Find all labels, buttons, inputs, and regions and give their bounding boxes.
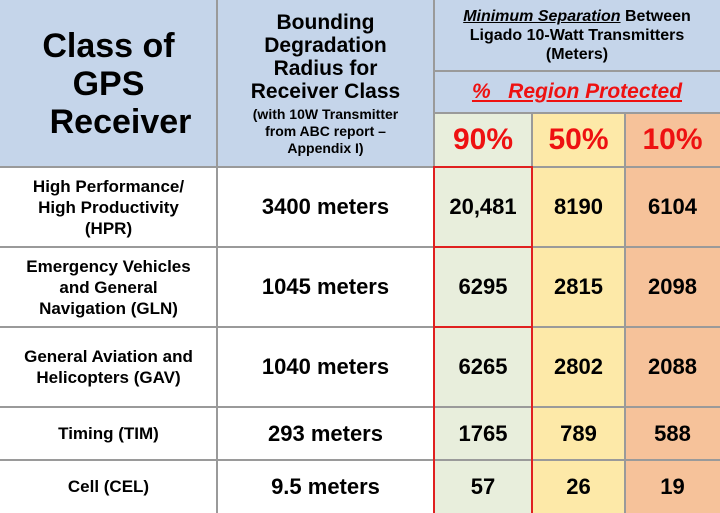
row-label-line: Cell (CEL) <box>67 477 150 496</box>
radius-note-line: from ABC report – <box>265 122 386 139</box>
separation-header: Minimum Separation Between Ligado 10-Wat… <box>434 0 720 71</box>
radius-header-line: Bounding <box>276 10 375 34</box>
row-label-cel: Cell (CEL) <box>0 460 217 513</box>
row-label-line: Navigation (GLN) <box>39 298 178 318</box>
value-10-gln: 2098 <box>625 247 720 327</box>
row-label-line: Helicopters (GAV) <box>36 368 181 387</box>
grid-line <box>0 406 720 408</box>
row-label-line: High Performance/ <box>32 176 185 196</box>
grid-line <box>624 113 626 513</box>
grid-line <box>0 459 720 461</box>
value-90-cel: 57 <box>434 460 532 513</box>
value-10-tim: 588 <box>625 407 720 460</box>
value-90-gav: 6265 <box>434 327 532 407</box>
highlight-90-border <box>433 167 435 513</box>
radius-cel: 9.5 meters <box>271 473 380 499</box>
row-label-line: and General <box>59 277 158 297</box>
class-header: Class of GPS Receiver <box>0 0 217 167</box>
value-10-cel: 19 <box>625 460 720 513</box>
value-90-hpr: 20,481 <box>434 167 532 247</box>
value-50-hpr: 8190 <box>532 167 625 247</box>
highlight-90-border <box>433 246 533 248</box>
value-50-cel: 26 <box>532 460 625 513</box>
radius-header-line: Radius for <box>273 56 378 80</box>
class-header-line: Receiver <box>49 102 192 141</box>
value-50-gav: 2802 <box>532 327 625 407</box>
value-90-gln: 6295 <box>434 247 532 327</box>
radius-header-line: Degradation <box>264 33 387 57</box>
radius-hpr: 3400 meters <box>261 194 390 219</box>
class-header-line: Class of <box>42 26 175 65</box>
region-protected-header: % Region Protected <box>434 71 720 113</box>
radius-note-line: (with 10W Transmitter <box>252 105 399 122</box>
radius-gav: 1040 meters <box>261 354 390 379</box>
row-label-gln: Emergency Vehicles and General Navigatio… <box>0 247 217 327</box>
grid-line <box>0 166 720 168</box>
row-label-line: General Aviation and <box>24 347 193 366</box>
percent-10-label: 10% <box>642 123 703 156</box>
grid-line <box>0 326 720 328</box>
row-label-line: Timing (TIM) <box>58 424 159 443</box>
radius-header-title: Bounding Degradation Radius for Receiver… <box>251 11 400 103</box>
radius-note-line: Appendix I) <box>287 139 364 156</box>
value-90-tim: 1765 <box>434 407 532 460</box>
separation-title-rest: Between <box>620 8 691 25</box>
row-label-line: High Productivity <box>38 197 179 217</box>
percent-90-header: 90% <box>434 113 532 167</box>
grid-line <box>216 0 218 513</box>
highlight-90-border <box>531 167 533 513</box>
class-header-line: GPS <box>72 64 145 103</box>
radius-header: Bounding Degradation Radius for Receiver… <box>217 0 434 167</box>
separation-title-line: Ligado 10-Watt Transmitters <box>469 27 685 44</box>
radius-gln: 1045 meters <box>261 274 390 299</box>
row-label-hpr: High Performance/ High Productivity (HPR… <box>0 167 217 247</box>
separation-title-line: Minimum Separation Between <box>463 7 691 26</box>
percent-50-header: 50% <box>532 113 625 167</box>
grid-line <box>0 246 720 248</box>
grid-line <box>434 70 720 72</box>
row-label-line: (HPR) <box>84 218 133 238</box>
row-label-tim: Timing (TIM) <box>0 407 217 460</box>
radius-header-note: (with 10W Transmitter from ABC report – … <box>253 106 398 157</box>
separation-title-italic: Minimum Separation <box>463 8 621 25</box>
highlight-90-border <box>433 326 533 328</box>
region-protected-label: % Region Protected <box>471 80 683 103</box>
percent-10-header: 10% <box>625 113 720 167</box>
radius-header-line: Receiver Class <box>250 79 401 103</box>
value-10-hpr: 6104 <box>625 167 720 247</box>
value-50-tim: 789 <box>532 407 625 460</box>
value-50-gln: 2815 <box>532 247 625 327</box>
grid-line <box>434 112 720 114</box>
radius-tim: 293 meters <box>268 420 383 446</box>
separation-title-line: (Meters) <box>545 46 609 63</box>
row-label-gav: General Aviation and Helicopters (GAV) <box>0 327 217 407</box>
row-label-line: Emergency Vehicles <box>26 256 191 276</box>
percent-90-label: 90% <box>452 123 514 156</box>
highlight-90-border <box>433 166 533 168</box>
value-10-gav: 2088 <box>625 327 720 407</box>
percent-50-label: 50% <box>548 123 609 156</box>
